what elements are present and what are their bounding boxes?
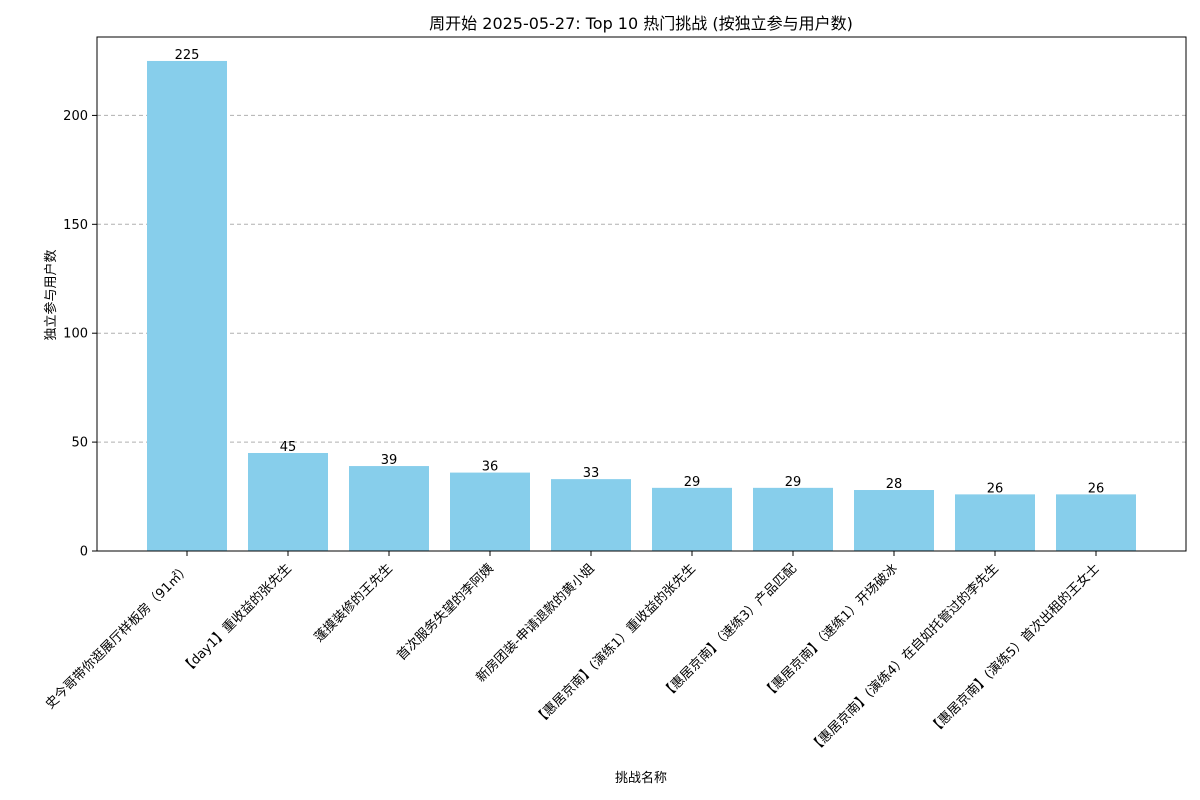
- y-tick-label: 50: [71, 436, 88, 451]
- y-tick-label: 0: [80, 545, 88, 560]
- bar: [551, 479, 631, 551]
- plot-frame: [96, 36, 1187, 552]
- bar: [248, 452, 328, 551]
- x-tick-label: 【惠居京南】(演练1）重收益的张先生: [531, 561, 699, 729]
- bar: [147, 60, 227, 551]
- bar-value-label: 39: [381, 453, 398, 468]
- y-tick-label: 150: [63, 218, 88, 233]
- x-tick-label: 【惠居京南】(演练4）在自如托管过的李先生: [806, 561, 1001, 756]
- bar: [652, 487, 732, 551]
- bar-value-label: 29: [684, 475, 701, 490]
- x-tick-label: 首次服务失望的李阿姨: [394, 561, 497, 664]
- bar: [753, 487, 833, 551]
- x-axis-label: 挑战名称: [615, 770, 667, 786]
- x-tick-label: 新房团装-申请退款的黄小姐: [473, 561, 598, 686]
- bar-value-label: 29: [785, 475, 802, 490]
- bar-value-label: 26: [1088, 481, 1105, 496]
- y-tick-label: 200: [63, 109, 88, 124]
- x-tick-label: 【day1】重收益的张先生: [178, 561, 295, 678]
- y-axis-ticks: 0 50 100 150 200: [63, 109, 97, 560]
- y-tick-label: 100: [63, 327, 88, 342]
- x-tick-label: 【惠居京南】(演练5）首次出租的王女士: [926, 561, 1103, 738]
- bar-value-label: 45: [280, 440, 297, 455]
- bars: 225 45 39 36 33 29 29 28 26 26: [147, 48, 1136, 551]
- y-axis-label: 独立参与用户数: [43, 249, 59, 340]
- x-axis-ticks: 史今哥带你逛展厅样板房（91㎡）【day1】重收益的张先生 蓬摸装修的王先生首次服…: [42, 551, 1103, 756]
- bar-value-label: 36: [482, 460, 499, 475]
- bar: [955, 494, 1035, 551]
- bar: [349, 466, 429, 551]
- bar: [854, 490, 934, 551]
- bar-value-label: 33: [583, 466, 600, 481]
- bar-value-label: 28: [886, 477, 903, 492]
- bar: [1056, 494, 1136, 551]
- x-tick-label: 史今哥带你逛展厅样板房（91㎡）: [42, 561, 194, 713]
- bar-value-label: 26: [987, 481, 1004, 496]
- bar-value-label: 225: [175, 48, 200, 63]
- x-tick-label: 蓬摸装修的王先生: [311, 561, 396, 646]
- chart-title: 周开始 2025-05-27: Top 10 热门挑战 (按独立参与用户数): [429, 14, 853, 33]
- grid-lines: [97, 114, 1186, 443]
- bar: [450, 472, 530, 551]
